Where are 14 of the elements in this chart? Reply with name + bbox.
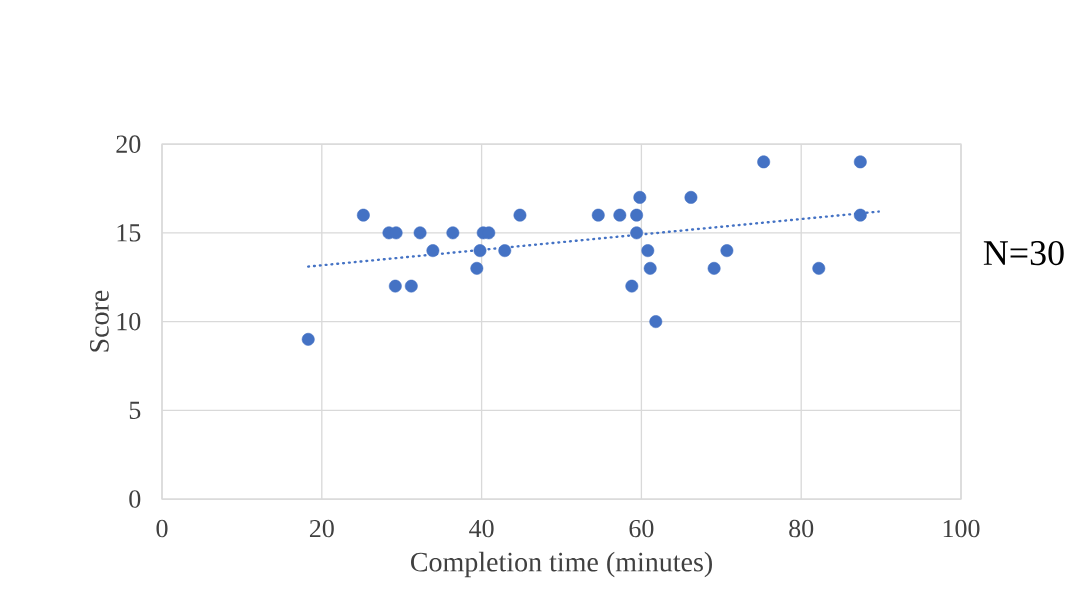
y-tick-label: 15 <box>117 224 141 242</box>
x-tick-label: 0 <box>156 519 168 538</box>
y-tick-label: 0 <box>129 490 141 508</box>
x-axis-title: Completion time (minutes) <box>411 551 712 578</box>
text: N=30 <box>983 240 1064 266</box>
x-tick-label: 80 <box>789 519 814 538</box>
x-tick-label: 40 <box>469 519 494 538</box>
y-tick-label: 5 <box>129 401 141 419</box>
y-axis-title: Score <box>89 290 109 352</box>
y-tick-label: 20 <box>116 135 141 153</box>
y-tick-label: 10 <box>117 312 141 331</box>
x-tick-label: 60 <box>629 519 654 538</box>
x-tick-label: 20 <box>309 519 334 538</box>
x-tick-label: 100 <box>943 519 980 538</box>
